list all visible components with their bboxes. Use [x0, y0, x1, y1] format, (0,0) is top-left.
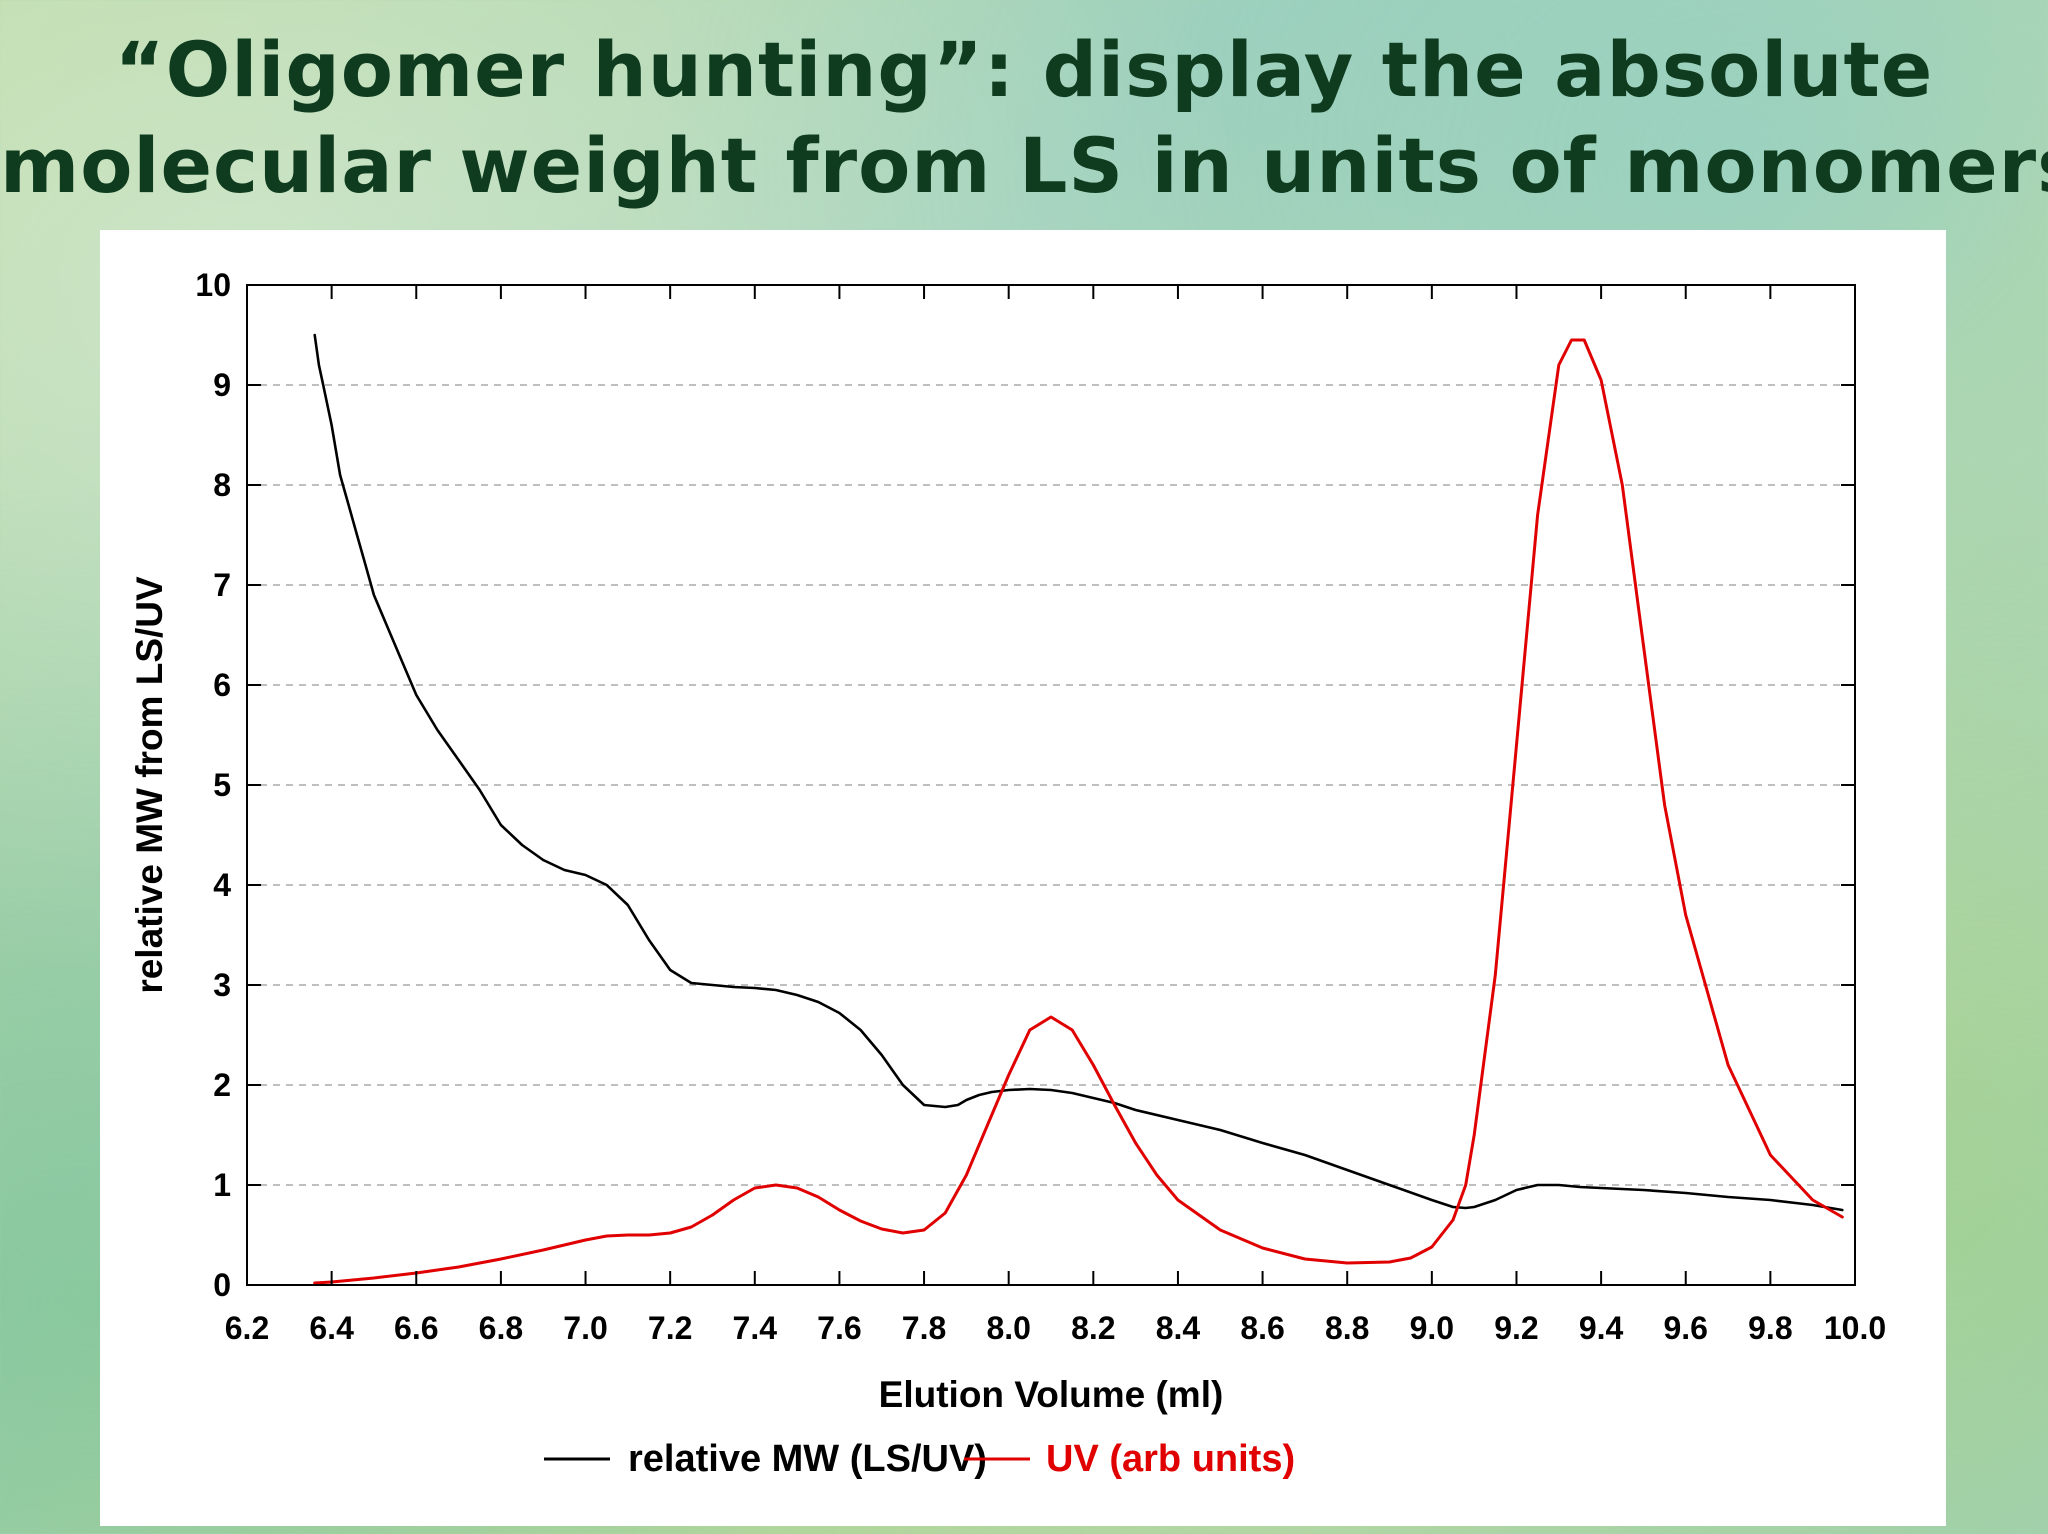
y-tick-label-6: 6	[213, 667, 231, 703]
chart-panel: 6.2 6.4 6.6 6.8 7.0 7.2 7.4 7.6 7.8 8.0 8.2 8.4 8.6 8…	[100, 230, 1946, 1526]
grid-lines	[247, 384, 1855, 1186]
y-tick-label-8: 8	[213, 467, 231, 503]
x-tick-label-6.4: 6.4	[309, 1310, 354, 1346]
y-tick-label-4: 4	[213, 867, 231, 903]
y-tick-label-9: 9	[213, 367, 231, 403]
x-tick-label-9.8: 9.8	[1748, 1310, 1792, 1346]
y-axis-label: relative MW from LS/UV	[129, 576, 170, 994]
x-axis-label: Elution Volume (ml)	[879, 1374, 1224, 1415]
y-tick-label-2: 2	[213, 1067, 231, 1103]
x-tick-label-6.6: 6.6	[394, 1310, 438, 1346]
x-tick-label-7.2: 7.2	[648, 1310, 692, 1346]
x-tick-label-8.6: 8.6	[1240, 1310, 1284, 1346]
y-tick-label-3: 3	[213, 967, 231, 1003]
legend: relative MW (LS/UV) UV (arb units)	[544, 1438, 1295, 1480]
x-tick-label-8.8: 8.8	[1325, 1310, 1369, 1346]
x-tick-label-7.4: 7.4	[733, 1310, 778, 1346]
slide-title-line-2: molecular weight from LS in units of mon…	[0, 121, 2048, 210]
x-axis-ticks: 6.2 6.4 6.6 6.8 7.0 7.2 7.4 7.6 7.8 8.0 8.2 8.4 8.6 8…	[225, 285, 1886, 1346]
chart-svg: 6.2 6.4 6.6 6.8 7.0 7.2 7.4 7.6 7.8 8.0 8.2 8.4 8.6 8…	[129, 267, 1886, 1480]
y-tick-label-0: 0	[213, 1267, 231, 1303]
plot-lines	[313, 333, 1844, 1285]
y-tick-label-1: 1	[213, 1167, 231, 1203]
x-tick-label-7.0: 7.0	[563, 1310, 607, 1346]
x-tick-label-7.8: 7.8	[902, 1310, 946, 1346]
x-tick-label-8.4: 8.4	[1156, 1310, 1201, 1346]
x-tick-label-7.6: 7.6	[817, 1310, 861, 1346]
series-line-1	[313, 338, 1844, 1285]
x-tick-label-9.4: 9.4	[1579, 1310, 1624, 1346]
series-line-0	[313, 333, 1844, 1212]
x-tick-label-9.2: 9.2	[1494, 1310, 1538, 1346]
slide-title: “Oligomer hunting”: display the absolute…	[0, 22, 2048, 214]
x-tick-label-9.6: 9.6	[1663, 1310, 1707, 1346]
y-tick-label-10: 10	[195, 267, 231, 303]
x-tick-label-10.0: 10.0	[1824, 1310, 1886, 1346]
y-axis-ticks: 0 1 2 3 4 5 6 7 8 9 10	[195, 267, 1855, 1303]
x-tick-label-9.0: 9.0	[1410, 1310, 1454, 1346]
x-tick-label-6.8: 6.8	[479, 1310, 523, 1346]
x-tick-label-6.2: 6.2	[225, 1310, 269, 1346]
legend-label-mw: relative MW (LS/UV)	[628, 1438, 987, 1480]
x-tick-label-8.0: 8.0	[986, 1310, 1030, 1346]
y-tick-label-7: 7	[213, 567, 231, 603]
legend-label-uv: UV (arb units)	[1046, 1438, 1295, 1480]
slide-title-line-1: “Oligomer hunting”: display the absolute	[114, 25, 1934, 114]
x-tick-label-8.2: 8.2	[1071, 1310, 1115, 1346]
y-tick-label-5: 5	[213, 767, 231, 803]
